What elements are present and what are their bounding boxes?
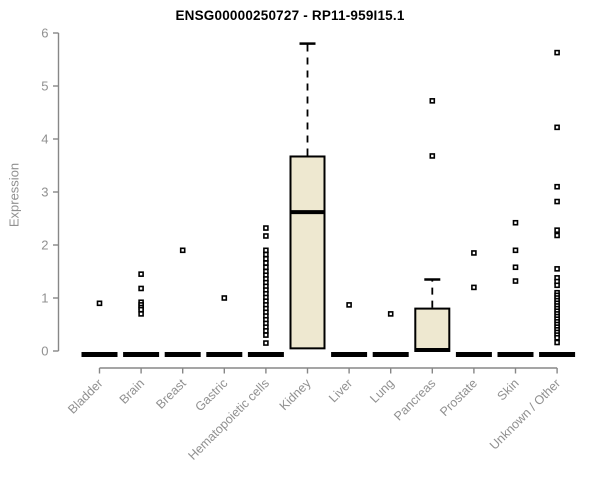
x-tick-label-bladder: Bladder <box>65 376 105 416</box>
outlier-point-unknown-other <box>554 198 560 205</box>
outlier-point-hematopoietic-cells <box>263 251 269 258</box>
outlier-point-unknown-other <box>554 282 560 289</box>
outlier-point-hematopoietic-cells <box>263 332 269 338</box>
x-tick-label-hematopoietic-cells: Hematopoietic cells <box>185 376 272 463</box>
outlier-point-hematopoietic-cells <box>263 328 269 334</box>
box-pancreas <box>414 307 451 353</box>
outlier-point-skin <box>512 247 519 254</box>
x-tick-label-liver: Liver <box>326 376 355 405</box>
outlier-point-liver <box>346 302 352 308</box>
collapsed-box-liver <box>331 352 368 357</box>
outlier-point-skin <box>512 278 519 284</box>
y-tick-label: 2 <box>41 238 48 253</box>
outlier-point-hematopoietic-cells <box>263 340 269 346</box>
collapsed-box-gastric <box>206 352 243 357</box>
x-tick-label-kidney: Kidney <box>277 376 314 413</box>
outlier-point-breast <box>179 247 186 254</box>
outlier-point-brain <box>138 311 144 317</box>
x-tick-label-gastric: Gastric <box>193 376 231 414</box>
x-tick-label-lung: Lung <box>367 376 397 406</box>
outlier-point-unknown-other <box>554 266 560 272</box>
outlier-point-skin <box>512 264 519 271</box>
y-tick-label: 0 <box>41 344 48 359</box>
outlier-point-skin <box>512 219 519 226</box>
chart-title: ENSG00000250727 - RP11-959I15.1 <box>175 8 405 23</box>
collapsed-box-bladder <box>81 352 118 357</box>
collapsed-box-breast <box>164 352 201 357</box>
outlier-point-pancreas <box>429 153 436 159</box>
y-tick-label: 3 <box>41 185 48 200</box>
outlier-point-hematopoietic-cells <box>263 225 269 231</box>
outlier-point-hematopoietic-cells <box>263 247 269 254</box>
outlier-point-bladder <box>96 300 103 307</box>
collapsed-box-prostate <box>455 352 492 357</box>
x-tick-label-skin: Skin <box>495 376 522 403</box>
outlier-point-gastric <box>221 295 228 301</box>
y-tick-label: 1 <box>41 291 48 306</box>
outlier-point-prostate <box>471 284 477 291</box>
collapsed-box-lung <box>372 352 409 357</box>
collapsed-box-hematopoietic-cells <box>247 352 284 357</box>
outlier-point-unknown-other <box>554 124 560 131</box>
y-tick-label: 4 <box>41 132 48 147</box>
outlier-point-pancreas <box>429 98 436 104</box>
y-tick-label: 6 <box>41 26 48 41</box>
x-tick-label-unknown-other: Unknown / Other <box>487 376 563 452</box>
outlier-point-brain <box>138 306 144 313</box>
x-tick-label-pancreas: Pancreas <box>391 376 438 423</box>
outlier-point-hematopoietic-cells <box>263 255 269 262</box>
outlier-point-unknown-other <box>554 49 560 56</box>
outlier-point-hematopoietic-cells <box>263 233 269 239</box>
outlier-point-brain <box>138 271 144 277</box>
box-kidney <box>289 155 326 350</box>
collapsed-box-brain <box>123 352 160 357</box>
collapsed-box-unknown-other <box>539 352 576 357</box>
outlier-point-prostate <box>471 250 477 256</box>
outlier-point-hematopoietic-cells <box>263 264 269 271</box>
x-tick-label-brain: Brain <box>117 376 148 407</box>
x-tick-label-breast: Breast <box>153 376 189 412</box>
y-tick-label: 5 <box>41 79 48 94</box>
collapsed-box-skin <box>497 352 534 357</box>
outlier-point-hematopoietic-cells <box>263 260 269 266</box>
outlier-point-unknown-other <box>554 183 560 190</box>
outlier-point-lung <box>387 311 394 317</box>
outlier-point-unknown-other <box>554 339 560 346</box>
outlier-point-unknown-other <box>554 227 560 233</box>
outlier-point-brain <box>138 285 144 292</box>
outlier-point-unknown-other <box>554 334 560 341</box>
outlier-point-unknown-other <box>554 232 560 239</box>
x-tick-label-prostate: Prostate <box>437 376 480 419</box>
